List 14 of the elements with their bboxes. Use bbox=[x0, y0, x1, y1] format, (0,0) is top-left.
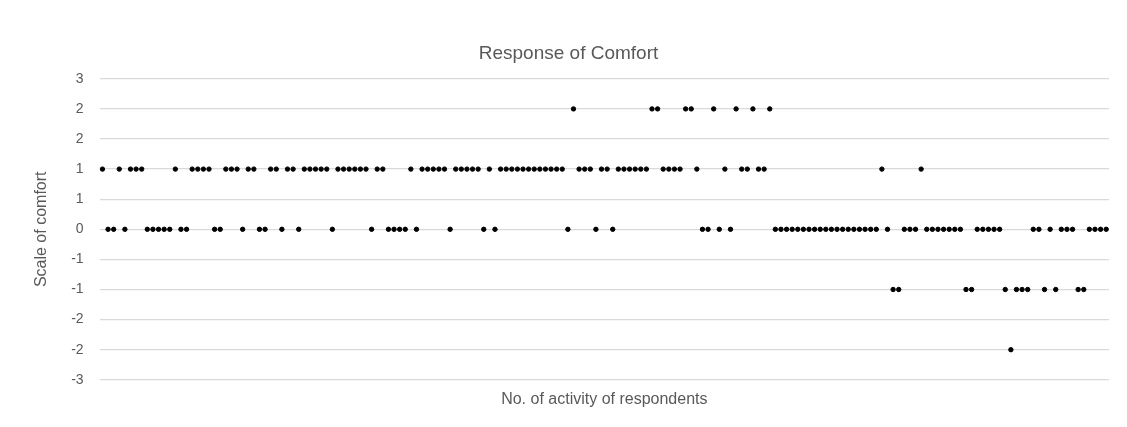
y-tick-label: 1 bbox=[75, 159, 84, 176]
y-tick-label: 1 bbox=[75, 190, 84, 207]
y-tick-label: -1 bbox=[71, 280, 84, 297]
y-tick-label: -3 bbox=[71, 370, 84, 387]
y-tick-label: 0 bbox=[75, 220, 84, 237]
chart-title: Response of Comfort bbox=[478, 41, 659, 63]
y-tick-label: 3 bbox=[75, 69, 84, 86]
x-axis-title: No. of activity of respondents bbox=[501, 389, 708, 407]
y-tick-label: -2 bbox=[71, 340, 84, 357]
y-tick-label: 2 bbox=[75, 99, 84, 116]
y-axis-title: Scale of comfort bbox=[32, 170, 50, 288]
y-tick-label: 2 bbox=[75, 129, 84, 146]
y-tick-label: -1 bbox=[71, 250, 84, 267]
y-tick-label: -2 bbox=[71, 310, 84, 327]
